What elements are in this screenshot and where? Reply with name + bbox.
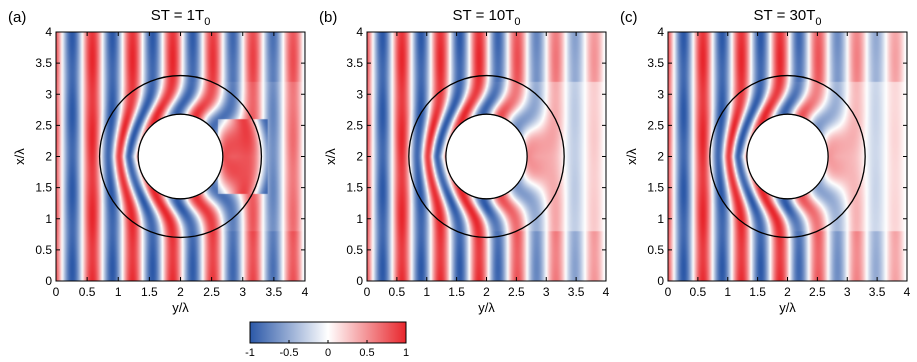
y-tick-label: 3 — [657, 87, 664, 101]
colorbar-tick-label: 0 — [325, 347, 331, 359]
y-tick-label: 2.5 — [35, 118, 52, 132]
x-tick-label: 3.5 — [568, 285, 585, 299]
x-tick-label: 1 — [724, 285, 731, 299]
panel-title: ST = 30T0 — [754, 7, 822, 28]
y-tick-label: 3 — [356, 87, 363, 101]
colorbar-tick-label: 1 — [403, 347, 409, 359]
x-tick-label: 1.5 — [749, 285, 766, 299]
y-tick-label: 1.5 — [35, 181, 52, 195]
y-axis-label: x/λ — [323, 148, 338, 165]
inner-circle — [445, 113, 528, 200]
y-tick-label: 4 — [657, 25, 664, 39]
y-tick-label: 3.5 — [346, 56, 363, 70]
colorbar-gradient — [249, 321, 407, 344]
x-tick-label: 0.5 — [389, 285, 406, 299]
outer-circle — [408, 74, 565, 239]
x-tick-label: 4 — [603, 285, 610, 299]
x-tick-label: 4 — [904, 285, 911, 299]
inner-circle — [746, 113, 829, 200]
panel-title: ST = 1T0 — [151, 7, 211, 28]
x-tick-label: 0 — [53, 285, 60, 299]
x-tick-label: 0 — [665, 285, 672, 299]
colorbar-tick-label: -0.5 — [280, 347, 299, 359]
y-tick-label: 0 — [356, 274, 363, 288]
y-tick-label: 3.5 — [647, 56, 664, 70]
x-tick-label: 3 — [543, 285, 550, 299]
colorbar-tick-label: -1 — [245, 347, 255, 359]
x-tick-label: 2 — [177, 285, 184, 299]
x-tick-label: 0 — [364, 285, 371, 299]
y-tick-label: 2 — [356, 150, 363, 164]
x-tick-label: 0.5 — [79, 285, 96, 299]
panel-label: (b) — [319, 9, 337, 26]
y-tick-label: 1 — [657, 212, 664, 226]
y-tick-label: 2 — [657, 150, 664, 164]
y-tick-label: 1.5 — [346, 181, 363, 195]
y-tick-label: 0 — [45, 274, 52, 288]
y-axis-label: x/λ — [624, 148, 639, 165]
y-tick-label: 2.5 — [647, 118, 664, 132]
x-axis-label: y/λ — [478, 300, 495, 315]
x-tick-label: 1 — [423, 285, 430, 299]
x-tick-label: 3.5 — [266, 285, 283, 299]
y-tick-label: 3 — [45, 87, 52, 101]
x-tick-label: 2 — [483, 285, 490, 299]
x-tick-label: 3 — [239, 285, 246, 299]
y-tick-label: 1.5 — [647, 181, 664, 195]
colorbar-tick-label: 0.5 — [359, 347, 374, 359]
x-tick-label: 2.5 — [809, 285, 826, 299]
x-tick-label: 3 — [844, 285, 851, 299]
y-tick-label: 2 — [45, 150, 52, 164]
panel-c: 0 0.5 1 1.5 2 2.5 3 3.5 4 0 0.5 1 1.5 2 2.5 3 3.5 4 y/λ x/λ… — [620, 7, 911, 315]
y-tick-label: 4 — [45, 25, 52, 39]
x-axis-label: y/λ — [172, 300, 189, 315]
y-tick-label: 2.5 — [346, 118, 363, 132]
y-tick-label: 0.5 — [647, 243, 664, 257]
x-tick-label: 1.5 — [141, 285, 158, 299]
outer-circle — [98, 74, 263, 239]
inner-circle — [137, 113, 224, 200]
y-tick-label: 4 — [356, 25, 363, 39]
colorbar: -1 -0.5 0 0.5 1 — [245, 321, 409, 359]
x-tick-label: 0.5 — [690, 285, 707, 299]
y-tick-label: 0 — [657, 274, 664, 288]
y-tick-label: 3.5 — [35, 56, 52, 70]
y-axis-label: x/λ — [12, 148, 27, 165]
x-tick-label: 2 — [784, 285, 791, 299]
x-tick-label: 1.5 — [448, 285, 465, 299]
panel-label: (c) — [620, 9, 638, 26]
x-tick-label: 3.5 — [869, 285, 886, 299]
panel-a: 0 0.5 1 1.5 2 2.5 3 3.5 4 0 0.5 1 1.5 2 2.5 3 3.5 4 y/λ x/λ… — [8, 7, 309, 315]
panel-label: (a) — [8, 9, 26, 26]
y-tick-label: 1 — [356, 212, 363, 226]
x-tick-label: 4 — [302, 285, 309, 299]
y-tick-label: 1 — [45, 212, 52, 226]
x-axis-label: y/λ — [779, 300, 796, 315]
panel-b: 0 0.5 1 1.5 2 2.5 3 3.5 4 0 0.5 1 1.5 2 2.5 3 3.5 4 y/λ x/λ… — [319, 7, 610, 315]
x-tick-label: 2.5 — [203, 285, 220, 299]
x-tick-label: 1 — [115, 285, 122, 299]
outer-circle — [709, 74, 866, 239]
panel-title: ST = 10T0 — [453, 7, 521, 28]
y-tick-label: 0.5 — [35, 243, 52, 257]
x-tick-label: 2.5 — [508, 285, 525, 299]
y-tick-label: 0.5 — [346, 243, 363, 257]
